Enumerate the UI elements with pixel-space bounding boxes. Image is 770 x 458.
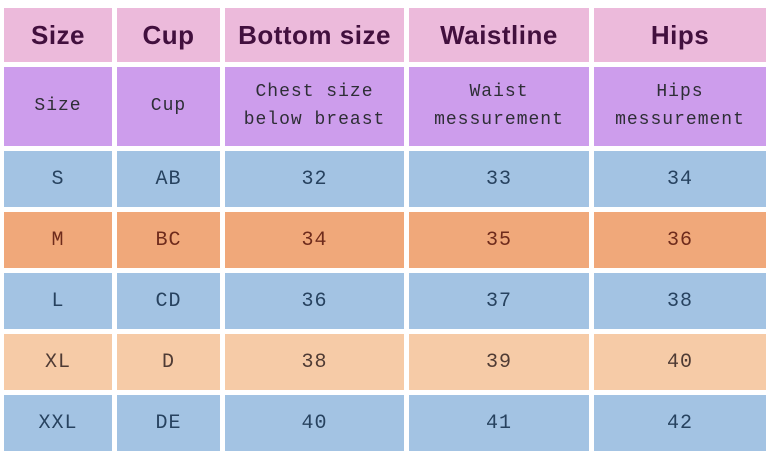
table-cell: 32	[225, 151, 404, 207]
table-cell: BC	[117, 212, 220, 268]
table-cell: S	[4, 151, 112, 207]
table-cell: 41	[409, 395, 589, 451]
table-cell: XXL	[4, 395, 112, 451]
column-header-bottom-size: Bottom size	[225, 8, 404, 62]
table-cell: 40	[225, 395, 404, 451]
table-cell: 34	[594, 151, 766, 207]
table-cell: 36	[225, 273, 404, 329]
column-header-size: Size	[4, 8, 112, 62]
table-cell: L	[4, 273, 112, 329]
subheader-waist: Waist messurement	[409, 67, 589, 146]
table-cell: AB	[117, 151, 220, 207]
table-cell: D	[117, 334, 220, 390]
column-header-cup: Cup	[117, 8, 220, 62]
subheader-cup: Cup	[117, 67, 220, 146]
table-cell: M	[4, 212, 112, 268]
subheader-hips: Hips messurement	[594, 67, 766, 146]
table-cell: 42	[594, 395, 766, 451]
table-cell: 37	[409, 273, 589, 329]
table-cell: 38	[594, 273, 766, 329]
table-cell: 33	[409, 151, 589, 207]
table-cell: 36	[594, 212, 766, 268]
table-cell: CD	[117, 273, 220, 329]
subheader-chest-size: Chest size below breast	[225, 67, 404, 146]
column-header-hips: Hips	[594, 8, 766, 62]
table-cell: 39	[409, 334, 589, 390]
column-header-waistline: Waistline	[409, 8, 589, 62]
table-cell: 34	[225, 212, 404, 268]
table-cell: XL	[4, 334, 112, 390]
table-cell: DE	[117, 395, 220, 451]
table-cell: 40	[594, 334, 766, 390]
table-cell: 38	[225, 334, 404, 390]
subheader-size: Size	[4, 67, 112, 146]
size-chart-table: Size Cup Bottom size Waistline Hips Size…	[4, 8, 766, 451]
table-cell: 35	[409, 212, 589, 268]
